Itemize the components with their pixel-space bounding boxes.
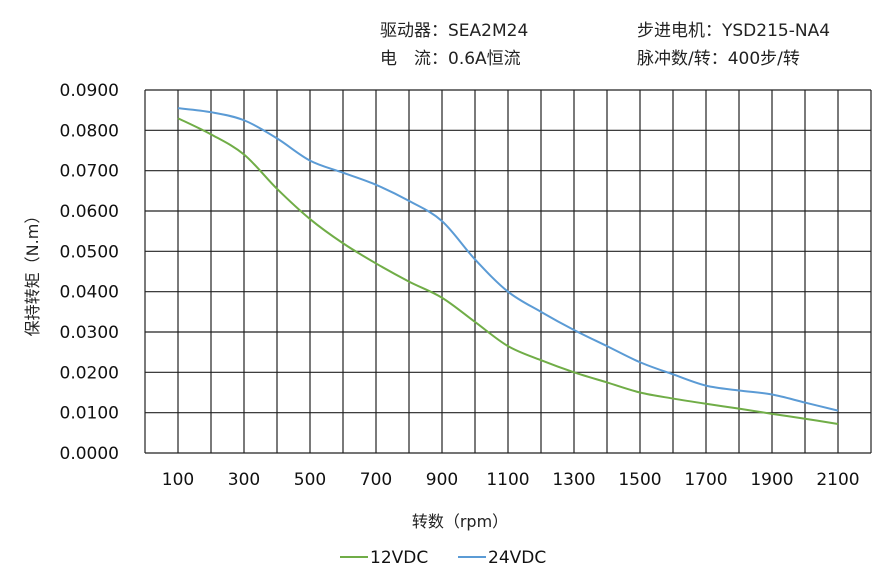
x-tick-label: 900 [426, 470, 458, 490]
y-tick-label: 0.0200 [60, 363, 119, 383]
x-tick-label: 1500 [618, 470, 661, 490]
y-tick-label: 0.0300 [60, 323, 119, 343]
y-tick-label: 0.0600 [60, 202, 119, 222]
y-tick-label: 0.0700 [60, 162, 119, 182]
y-axis-label: 保持转矩（N.m） [23, 208, 42, 337]
x-tick-label: 500 [294, 470, 326, 490]
legend-label: 24VDC [488, 548, 546, 568]
y-tick-label: 0.0800 [60, 121, 119, 141]
x-tick-label: 1300 [552, 470, 595, 490]
current-label: 电 流：0.6A恒流 [380, 49, 521, 69]
motor-label: 步进电机：YSD215-NA4 [637, 21, 831, 41]
y-tick-label: 0.0500 [60, 242, 119, 262]
x-tick-label: 700 [360, 470, 392, 490]
x-tick-label: 1700 [684, 470, 727, 490]
series-line-12VDC [177, 117, 839, 425]
driver-label: 驱动器：SEA2M24 [380, 21, 529, 41]
y-tick-label: 0.0400 [60, 283, 119, 303]
x-tick-label: 300 [228, 470, 260, 490]
x-tick-label: 1900 [750, 470, 793, 490]
x-tick-label: 1100 [486, 470, 529, 490]
x-axis-label: 转数（rpm） [412, 512, 508, 531]
y-tick-label: 0.0000 [60, 444, 119, 464]
pulses-label: 脉冲数/转：400步/转 [637, 49, 800, 69]
x-tick-label: 2100 [816, 470, 859, 490]
legend-label: 12VDC [370, 548, 428, 568]
series-line-24VDC [177, 107, 839, 412]
y-tick-label: 0.0900 [60, 81, 119, 101]
x-tick-label: 100 [162, 470, 194, 490]
y-tick-label: 0.0100 [60, 404, 119, 424]
